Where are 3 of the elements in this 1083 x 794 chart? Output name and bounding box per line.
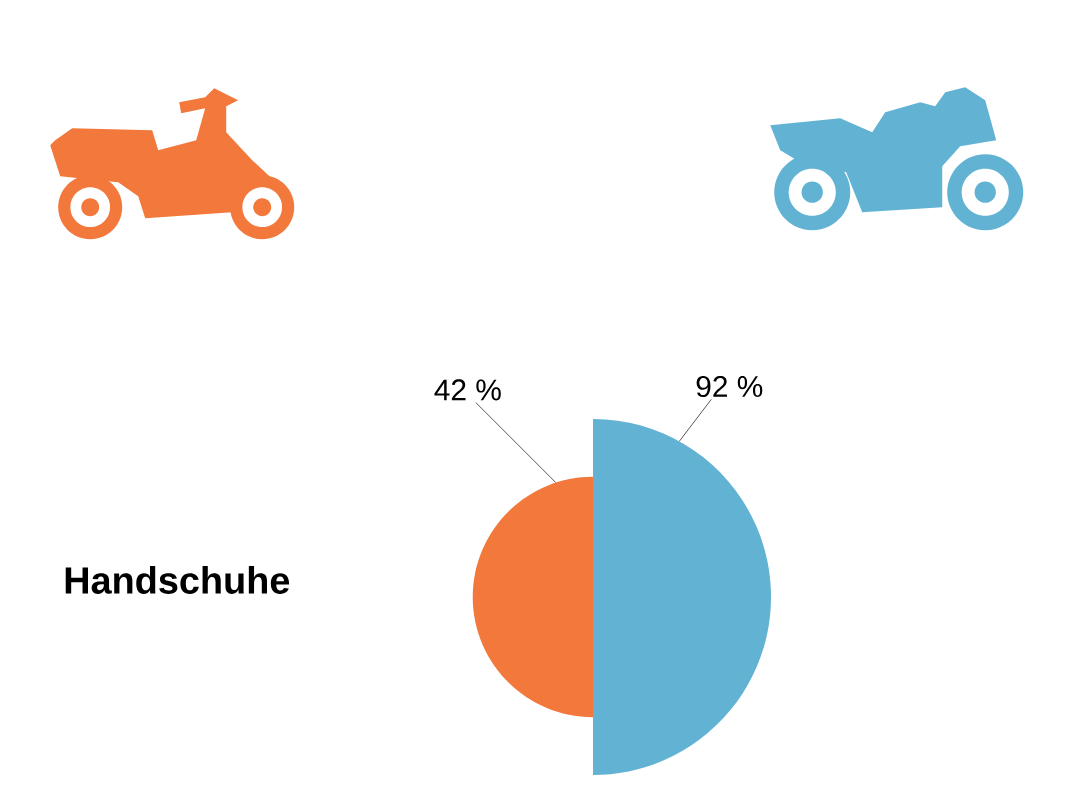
data-label: 42 % xyxy=(434,379,501,401)
data-label: 92 % xyxy=(696,375,763,398)
text: Handschuhe xyxy=(65,566,290,594)
